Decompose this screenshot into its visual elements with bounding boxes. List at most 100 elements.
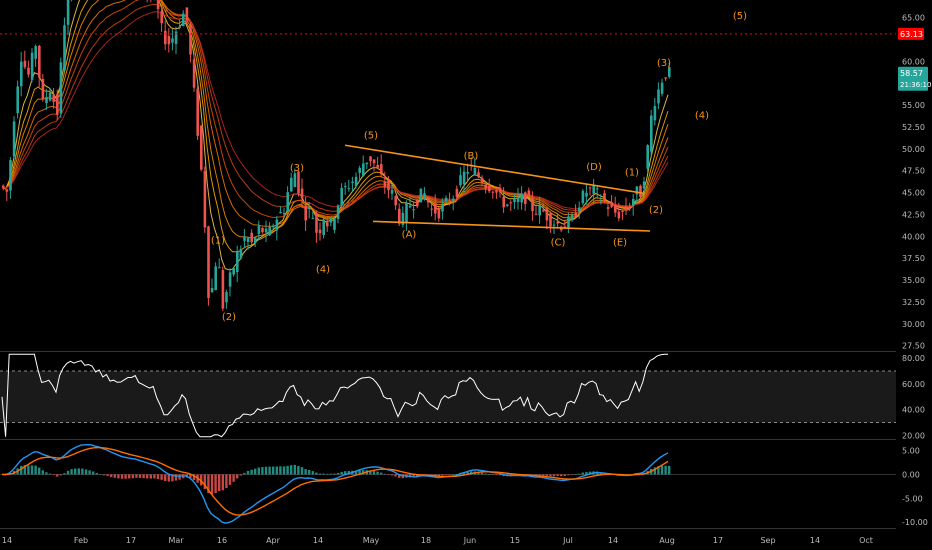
- macd-histogram-bar: [48, 473, 52, 475]
- time-tick-label: Mar: [168, 536, 184, 545]
- price-tick-label: 65.00: [902, 14, 925, 23]
- macd-histogram-bar: [207, 474, 210, 494]
- wave-label: (5): [364, 131, 378, 142]
- candle-body: [308, 207, 311, 209]
- candle-body: [570, 214, 574, 221]
- candle-body: [218, 267, 221, 269]
- candle-body: [574, 212, 577, 217]
- macd-histogram-bar: [311, 471, 314, 475]
- candle-body: [315, 213, 318, 233]
- candle-body: [66, 0, 70, 25]
- time-tick-label: 14: [810, 536, 820, 545]
- candle-body: [408, 205, 412, 208]
- countdown-label: 21:36:10: [900, 81, 931, 89]
- candle-body: [207, 226, 210, 298]
- time-tick-label: Jun: [463, 536, 477, 545]
- macd-histogram-bar: [286, 465, 289, 475]
- candle-body: [642, 181, 646, 189]
- macd-histogram-bar: [203, 474, 206, 489]
- macd-tick-label: 5.00: [902, 447, 920, 456]
- candle-body: [290, 177, 293, 192]
- macd-line: [1, 443, 669, 524]
- candle-body: [639, 185, 642, 198]
- wave-label: (1): [625, 167, 639, 178]
- macd-histogram-bar: [135, 474, 138, 478]
- trendline: [344, 144, 645, 195]
- candle-body: [351, 181, 354, 184]
- macd-pane[interactable]: [0, 443, 896, 524]
- candle-body: [369, 156, 372, 162]
- candle-body: [48, 92, 52, 101]
- candle-body: [387, 179, 390, 191]
- signal-line: [1, 446, 669, 516]
- macd-histogram-bar: [416, 474, 419, 477]
- price-tick-label: 45.00: [902, 189, 925, 198]
- macd-histogram-bar: [138, 474, 142, 479]
- macd-tick-label: -10.00: [902, 518, 928, 527]
- price-tick-label: 60.00: [902, 57, 925, 66]
- macd-histogram-bar: [153, 474, 156, 479]
- candle-body: [603, 193, 606, 202]
- macd-histogram-bar: [304, 469, 307, 475]
- candle-body: [275, 219, 279, 231]
- macd-histogram-bar: [588, 471, 592, 475]
- macd-histogram-bar: [318, 473, 322, 475]
- candle-body: [5, 189, 9, 192]
- candle-body: [372, 159, 376, 164]
- macd-histogram-bar: [59, 474, 62, 476]
- candle-body: [383, 181, 387, 187]
- candle-body: [52, 95, 55, 102]
- candle-body: [480, 177, 484, 184]
- rsi-pane[interactable]: [0, 353, 896, 438]
- time-tick-label: Feb: [74, 536, 88, 545]
- macd-histogram-bar: [329, 473, 332, 475]
- candle-body: [390, 189, 394, 194]
- candle-body: [491, 191, 495, 193]
- candle-body: [268, 226, 271, 236]
- candle-body: [358, 167, 361, 173]
- price-tick-label: 30.00: [902, 320, 925, 329]
- macd-histogram-bar: [110, 474, 113, 478]
- candle-body: [502, 196, 505, 208]
- candle-body: [426, 197, 430, 203]
- macd-histogram-bar: [372, 470, 376, 475]
- time-axis[interactable]: 14 Feb 17 Mar 16 Apr 14 May 18 Jun 15 Jul 14 Aug 17 Sep…: [2, 536, 873, 545]
- time-tick-label: 14: [313, 536, 323, 545]
- macd-histogram-bar: [333, 473, 336, 475]
- macd-histogram-bar: [192, 474, 196, 481]
- candle-body: [668, 67, 671, 77]
- candle-body: [286, 192, 289, 212]
- macd-histogram-bar: [174, 474, 178, 481]
- candle-body: [585, 192, 588, 197]
- macd-histogram-bar: [354, 470, 358, 475]
- macd-histogram-bar: [254, 468, 257, 475]
- candle-body: [592, 185, 595, 194]
- macd-histogram-bar: [84, 469, 88, 475]
- time-tick-label: May: [363, 536, 380, 545]
- price-tick-label: 27.50: [902, 342, 925, 351]
- time-tick-label: 16: [217, 536, 227, 545]
- candle-body: [210, 288, 214, 292]
- macd-histogram-bar: [315, 472, 318, 475]
- macd-histogram-bar: [282, 466, 286, 475]
- macd-histogram-bar: [225, 474, 228, 489]
- macd-histogram-bar: [221, 474, 224, 491]
- candle-body: [534, 213, 538, 215]
- price-axis[interactable]: 27.50 30.00 32.50 35.00 37.50 40.00 42.50 45.00…: [896, 0, 932, 550]
- macd-histogram-bar: [477, 472, 480, 475]
- price-pane[interactable]: (1) (2) (3) (4) (5) (A) (B) (C) (D) (E) (1) (2) (3) (…: [0, 0, 932, 529]
- macd-histogram-bar: [41, 470, 44, 475]
- macd-histogram-bar: [200, 474, 203, 486]
- candle-body: [264, 228, 268, 233]
- candle-body: [462, 171, 466, 185]
- candle-body: [27, 67, 30, 75]
- wave-label: (B): [464, 151, 479, 162]
- candle-body: [174, 31, 178, 44]
- macd-histogram-bar: [239, 474, 242, 476]
- candle-body: [509, 202, 513, 204]
- target-price-label: 63.13: [900, 30, 923, 39]
- macd-histogram-bar: [171, 474, 174, 482]
- macd-histogram-bar: [444, 474, 448, 476]
- candle-body: [192, 59, 196, 88]
